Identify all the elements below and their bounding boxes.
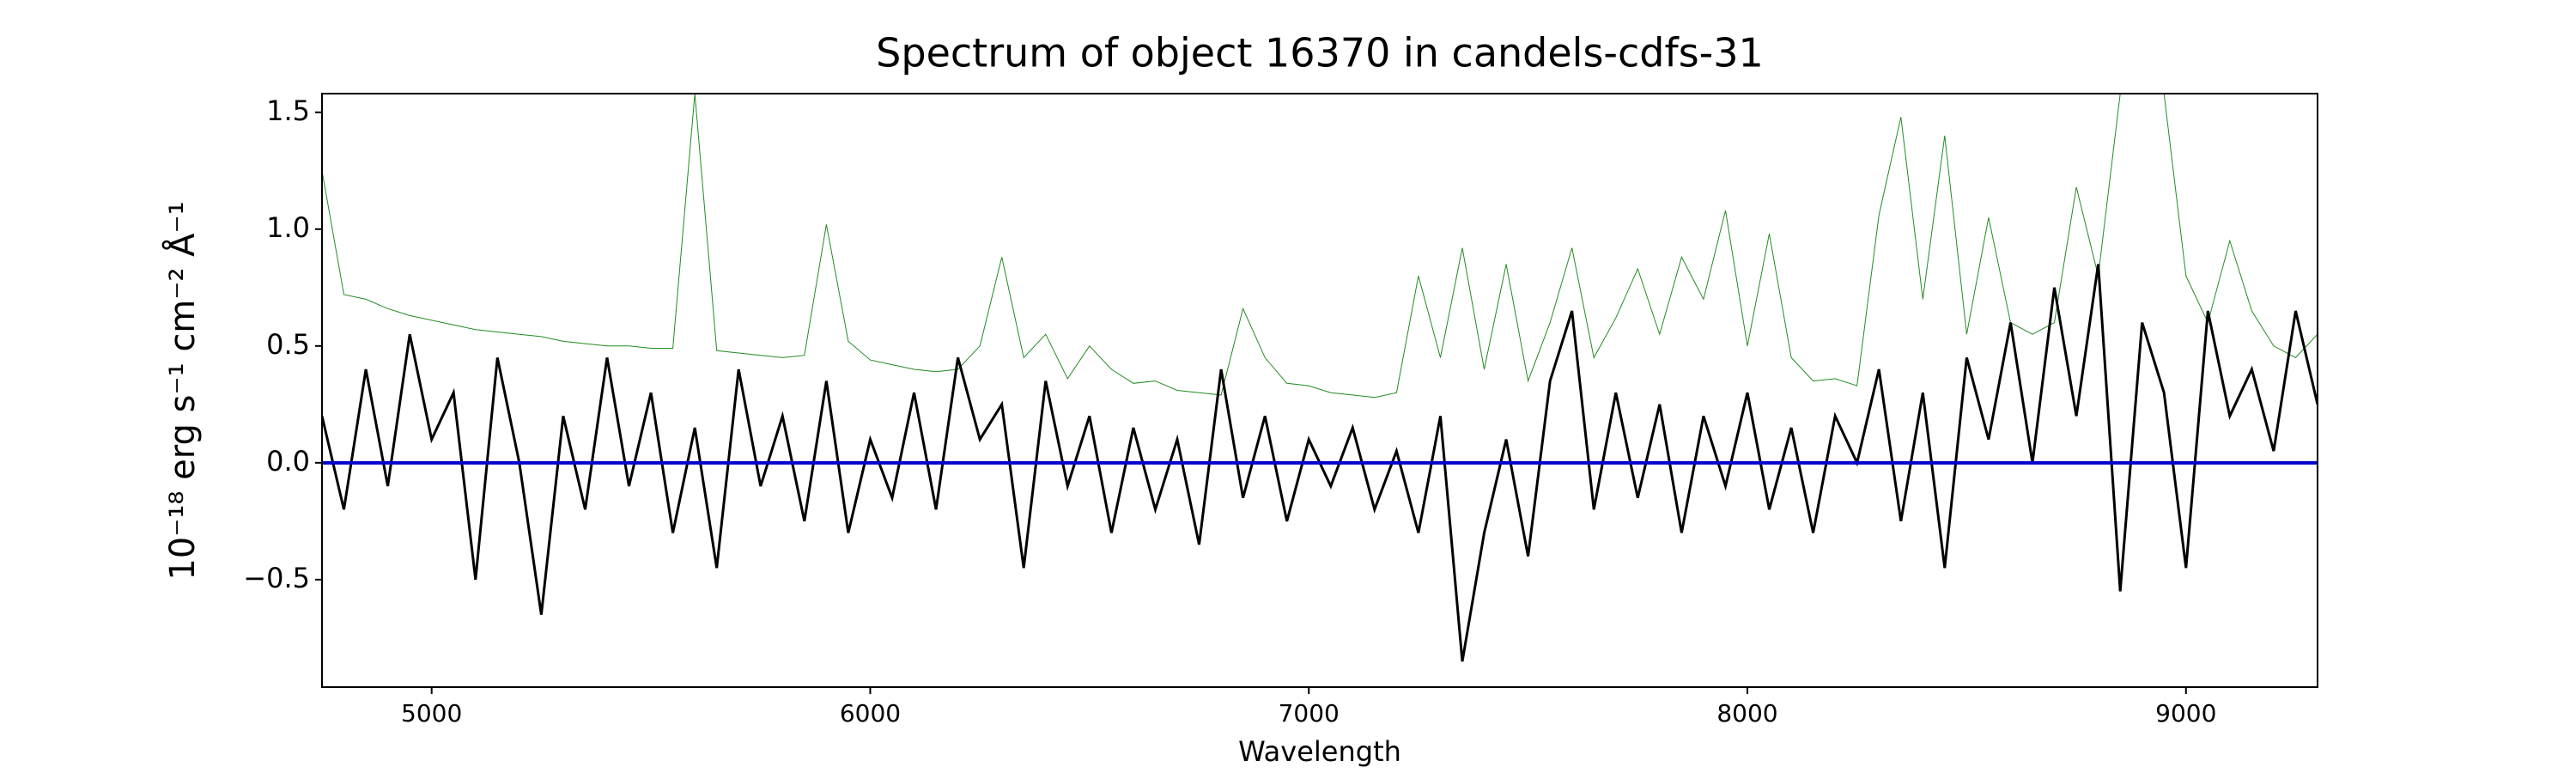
y-tick-label: −0.5 xyxy=(243,562,310,594)
x-tick-label: 7000 xyxy=(1279,699,1340,727)
x-tick-label: 5000 xyxy=(401,699,462,727)
plot-frame xyxy=(321,93,2318,688)
y-tick-label: 1.5 xyxy=(266,94,310,127)
y-axis-label: 10⁻¹⁸ erg s⁻¹ cm⁻² Å⁻¹ xyxy=(161,201,203,580)
chart-title: Spectrum of object 16370 in candels-cdfs… xyxy=(876,30,1764,76)
x-tick-label: 9000 xyxy=(2155,699,2216,727)
y-tick-label: 0.5 xyxy=(266,328,310,361)
y-tick-label: 1.0 xyxy=(266,211,310,244)
x-axis-label: Wavelength xyxy=(1238,735,1401,768)
x-tick-label: 6000 xyxy=(840,699,901,727)
spectrum-line xyxy=(322,94,2318,399)
x-tick-label: 8000 xyxy=(1716,699,1777,727)
y-tick-label: 0.0 xyxy=(266,445,310,478)
